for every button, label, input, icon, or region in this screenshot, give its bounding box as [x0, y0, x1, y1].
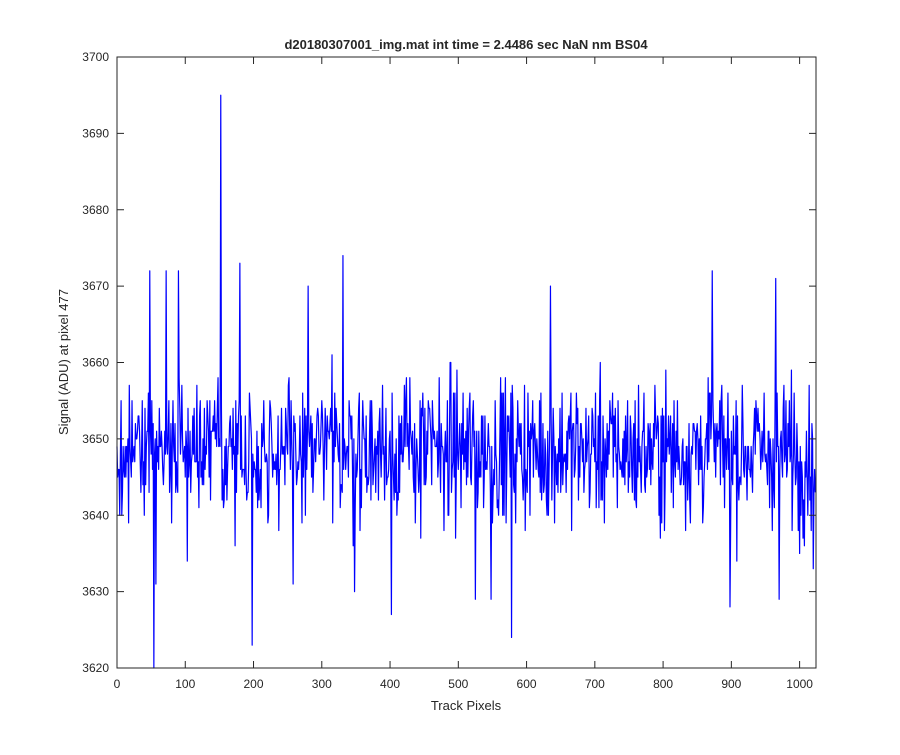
y-tick-label: 3630	[82, 585, 109, 599]
y-tick-label: 3700	[82, 50, 109, 64]
y-tick-label: 3620	[82, 661, 109, 675]
x-tick-label: 1000	[786, 677, 813, 691]
data-layer	[116, 94, 816, 669]
x-tick-label: 500	[448, 677, 468, 691]
x-tick-label: 100	[175, 677, 195, 691]
x-tick-label: 200	[244, 677, 264, 691]
plot-background	[117, 57, 816, 668]
x-tick-label: 600	[517, 677, 537, 691]
series-line	[116, 94, 816, 669]
y-tick-label: 3650	[82, 432, 109, 446]
y-tick-label: 3680	[82, 203, 109, 217]
x-tick-label: 800	[653, 677, 673, 691]
y-axis-label: Signal (ADU) at pixel 477	[56, 289, 71, 435]
y-tick-label: 3660	[82, 356, 109, 370]
x-axis-label: Track Pixels	[431, 698, 502, 713]
x-tick-label: 400	[380, 677, 400, 691]
x-tick-label: 900	[721, 677, 741, 691]
y-tick-label: 3670	[82, 279, 109, 293]
y-tick-label: 3690	[82, 126, 109, 140]
x-tick-label: 300	[312, 677, 332, 691]
y-tick-label: 3640	[82, 508, 109, 522]
x-tick-label: 700	[585, 677, 605, 691]
ticks-layer: 0 100 200 300 400 500 600 700 800 900 1000 3620 3630…	[82, 50, 816, 691]
x-tick-label: 0	[114, 677, 121, 691]
chart-title: d20180307001_img.mat int time = 2.4486 s…	[284, 37, 648, 52]
